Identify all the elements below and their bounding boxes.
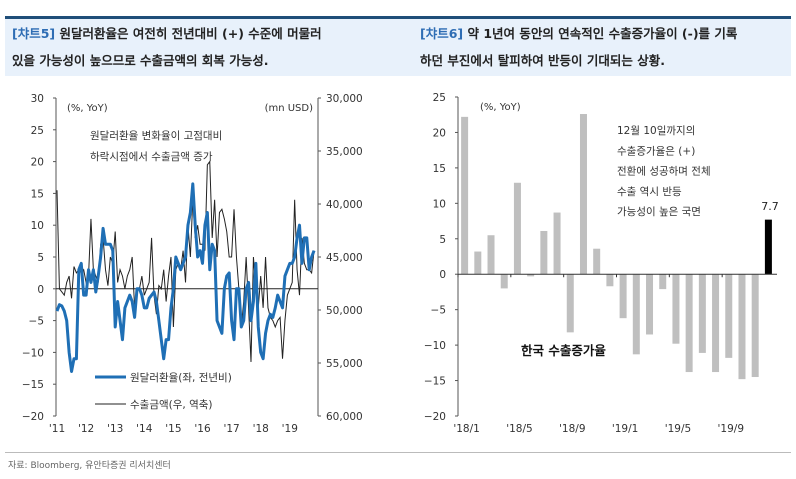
bar-19-3 bbox=[646, 274, 654, 335]
x-tick-label: '13 bbox=[107, 423, 123, 435]
bar-18-9 bbox=[566, 274, 574, 333]
bar-19-11 bbox=[751, 274, 759, 378]
right-y-tick-label: 50,000 bbox=[326, 305, 363, 317]
left-y-tick-label: −5 bbox=[29, 316, 44, 328]
bar-18-6 bbox=[527, 274, 535, 277]
bar-y-tick-label: −15 bbox=[424, 376, 446, 388]
bar-y-tick-label: 5 bbox=[439, 234, 446, 246]
bar-x-tick-label: '18/1 bbox=[453, 423, 479, 435]
bar-19-1 bbox=[619, 274, 627, 319]
bar-y-tick-label: −10 bbox=[424, 340, 446, 352]
bar-y-tick-label: −5 bbox=[431, 305, 446, 317]
bar-annotation-line: 수출 역시 반등 bbox=[617, 186, 682, 198]
right-y-tick-label: 55,000 bbox=[326, 358, 363, 370]
right-y-tick-label: 30,000 bbox=[326, 93, 363, 105]
x-tick-label: '11 bbox=[49, 423, 65, 435]
bar-19-6 bbox=[685, 274, 693, 373]
bar-19-5 bbox=[672, 274, 680, 344]
chart6-tag: [챠트6] bbox=[420, 26, 464, 41]
export-amount-line bbox=[56, 160, 315, 362]
krw-usd-line bbox=[55, 182, 316, 373]
left-y-tick-label: 0 bbox=[37, 284, 44, 296]
x-tick-label: '14 bbox=[136, 423, 153, 435]
bar-annotation-line: 가능성이 높은 국면 bbox=[617, 206, 701, 218]
bar-y-tick-label: 25 bbox=[433, 92, 446, 104]
left-y-tick-label: 25 bbox=[31, 125, 44, 137]
bar-y-tick-label: 20 bbox=[433, 127, 446, 139]
chart6-caption: [챠트6] 약 1년여 동안의 연속적인 수출증가율이 (-)를 기록 하던 부… bbox=[420, 20, 792, 74]
bar-18-12 bbox=[606, 274, 614, 287]
chart6-caption-line2: 하던 부진에서 탈피하여 반등이 기대되는 상황. bbox=[420, 53, 666, 68]
bar-18-8 bbox=[553, 212, 561, 275]
legend-label-krw: 원달러환율(좌, 전년비) bbox=[130, 372, 232, 384]
bar-19-4 bbox=[659, 274, 667, 290]
bar-18-5 bbox=[513, 182, 521, 275]
bar-19-12 bbox=[764, 219, 772, 275]
left-y-tick-label: 15 bbox=[31, 188, 44, 200]
left-y-tick-label: −20 bbox=[22, 411, 44, 423]
right-y-tick-label: 60,000 bbox=[326, 411, 363, 423]
bar-18-2 bbox=[474, 251, 482, 275]
bar-x-tick-label: '19/5 bbox=[665, 423, 691, 435]
bar-unit-label: (%, YoY) bbox=[480, 102, 521, 113]
chart5-tag: [챠트5] bbox=[12, 26, 56, 41]
x-tick-label: '16 bbox=[194, 423, 211, 435]
x-tick-label: '19 bbox=[282, 423, 298, 435]
bar-chart-label: 한국 수출증가율 bbox=[521, 343, 606, 358]
x-tick-label: '17 bbox=[223, 423, 239, 435]
header-banner bbox=[5, 16, 791, 76]
legend-label-export: 수출금액(우, 역축) bbox=[130, 399, 213, 411]
annotation-line: 하락시점에서 수출금액 증가 bbox=[90, 150, 213, 163]
chart5-caption: [챠트5] 원달러환율은 여전히 전년대비 (+) 수준에 머물러 있을 가능성… bbox=[12, 20, 392, 74]
bar-x-tick-label: '18/9 bbox=[559, 423, 585, 435]
bar-annotation-line: 전환에 성공하며 전체 bbox=[617, 165, 711, 178]
chart6-caption-line1: 약 1년여 동안의 연속적인 수출증가율이 (-)를 기록 bbox=[463, 26, 738, 41]
bar-19-8 bbox=[712, 274, 720, 373]
bar-18-1 bbox=[461, 116, 469, 275]
bar-annotation-line: 수출증가율은 (+) bbox=[617, 145, 695, 157]
bar-annotation-line: 12월 10일까지의 bbox=[617, 124, 695, 137]
bar-19-10 bbox=[738, 274, 746, 380]
left-unit-label: (%, YoY) bbox=[67, 103, 108, 114]
bar-x-tick-label: '19/1 bbox=[612, 423, 638, 435]
bar-19-2 bbox=[632, 274, 640, 355]
left-y-tick-label: 30 bbox=[31, 93, 44, 105]
bar-y-tick-label: 10 bbox=[433, 198, 446, 210]
source-note: 자료: Bloomberg, 유안타증권 리서치센터 bbox=[8, 461, 171, 471]
left-y-tick-label: 5 bbox=[37, 252, 44, 264]
left-y-tick-label: −15 bbox=[22, 379, 44, 391]
bar-19-9 bbox=[725, 274, 733, 358]
footer-divider bbox=[5, 452, 791, 453]
bar-18-3 bbox=[487, 235, 495, 275]
bar-19-7 bbox=[698, 274, 706, 353]
left-y-tick-label: 20 bbox=[31, 157, 44, 169]
bar-y-tick-label: 15 bbox=[433, 163, 446, 175]
chart5-caption-line2: 있을 가능성이 높으므로 수출금액의 회복 가능성. bbox=[12, 53, 269, 68]
bar-x-tick-label: '19/9 bbox=[718, 423, 744, 435]
highlight-value-label: 7.7 bbox=[761, 200, 779, 213]
left-y-tick-label: 10 bbox=[31, 220, 44, 232]
bar-18-7 bbox=[540, 230, 548, 275]
right-y-tick-label: 35,000 bbox=[326, 146, 363, 158]
bar-18-10 bbox=[579, 114, 587, 275]
bar-y-tick-label: 0 bbox=[439, 269, 446, 281]
bar-18-11 bbox=[593, 248, 601, 275]
x-tick-label: '12 bbox=[78, 423, 94, 435]
annotation-line: 원달러환율 변화율이 고점대비 bbox=[90, 130, 222, 142]
x-tick-label: '15 bbox=[165, 423, 181, 435]
right-y-tick-label: 45,000 bbox=[326, 252, 363, 264]
right-unit-label: (mn USD) bbox=[265, 103, 314, 114]
bar-x-tick-label: '18/5 bbox=[506, 423, 532, 435]
bar-y-tick-label: −20 bbox=[424, 411, 446, 423]
chart5-caption-line1: 원달러환율은 여전히 전년대비 (+) 수준에 머물러 bbox=[55, 26, 322, 41]
right-y-tick-label: 40,000 bbox=[326, 199, 363, 211]
x-tick-label: '18 bbox=[253, 423, 269, 435]
bar-18-4 bbox=[500, 274, 508, 289]
left-y-tick-label: −10 bbox=[22, 347, 44, 359]
